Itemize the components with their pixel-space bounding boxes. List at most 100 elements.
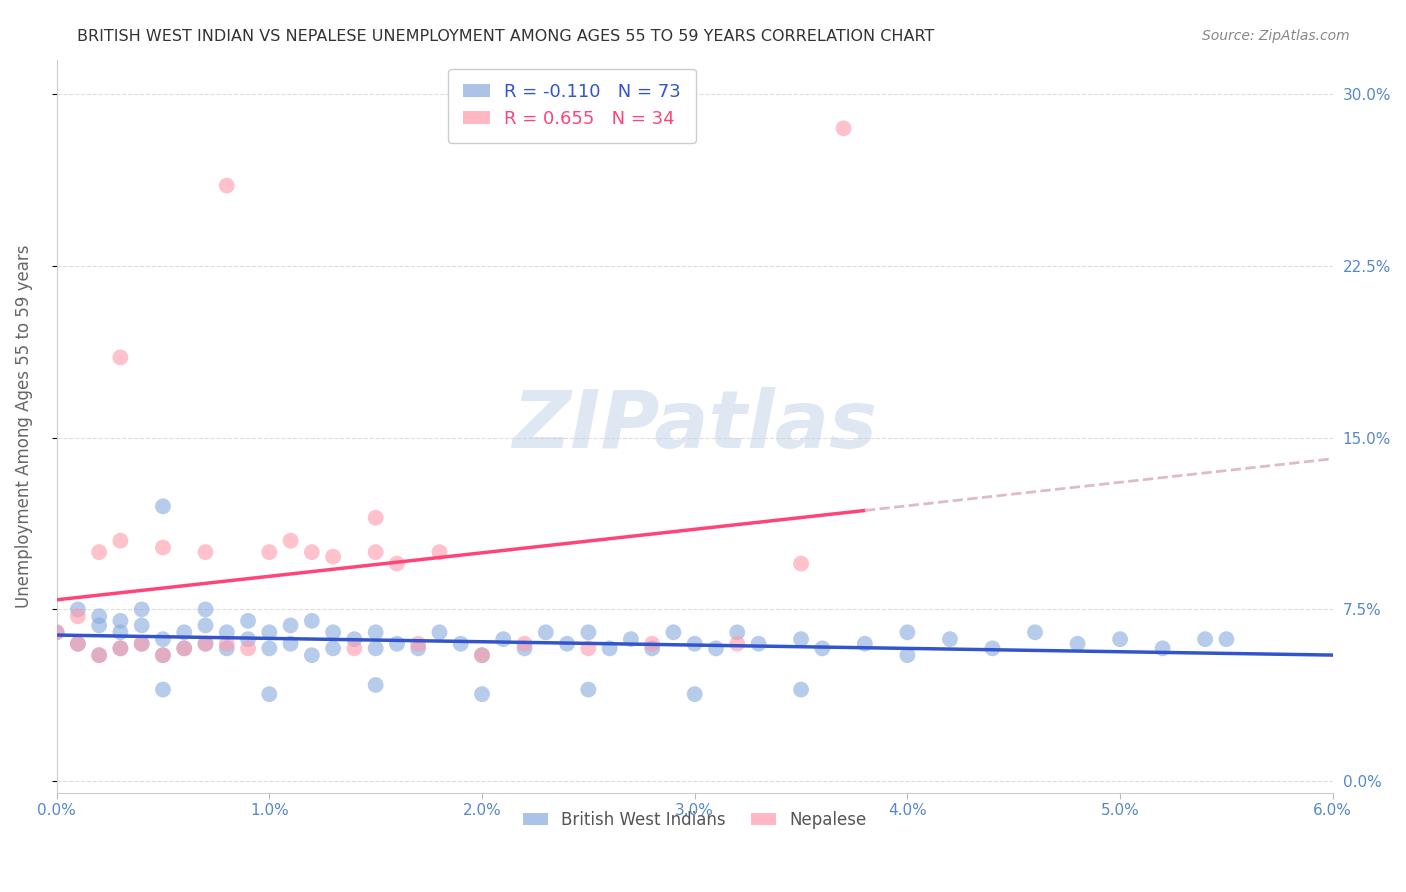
Point (131, 602, 153, 616)
Point (513, 637, 536, 651)
Point (194, 618, 217, 632)
Point (492, 632, 515, 647)
Point (194, 545, 217, 559)
Point (790, 682, 813, 697)
Point (811, 641, 834, 656)
Point (853, 637, 876, 651)
Point (1024, 625, 1046, 640)
Point (1215, 632, 1237, 647)
Point (513, 641, 536, 656)
Point (66, 609, 89, 624)
Point (173, 641, 195, 656)
Point (173, 625, 195, 640)
Point (471, 687, 494, 701)
Point (429, 545, 451, 559)
Point (236, 632, 259, 647)
Point (194, 602, 217, 616)
Point (131, 618, 153, 632)
Point (259, 625, 281, 640)
Point (534, 625, 557, 640)
Point (131, 637, 153, 651)
Point (152, 648, 174, 663)
Point (429, 625, 451, 640)
Point (939, 632, 962, 647)
Point (301, 545, 323, 559)
Point (364, 545, 387, 559)
Point (981, 641, 1004, 656)
Text: Source: ZipAtlas.com: Source: ZipAtlas.com (1202, 29, 1350, 43)
Point (152, 500, 174, 514)
Text: BRITISH WEST INDIAN VS NEPALESE UNEMPLOYMENT AMONG AGES 55 TO 59 YEARS CORRELATI: BRITISH WEST INDIAN VS NEPALESE UNEMPLOY… (77, 29, 935, 44)
Point (66, 637, 89, 651)
Point (832, 121, 855, 136)
Point (215, 637, 238, 651)
Point (45, 625, 67, 640)
Point (110, 614, 132, 628)
Point (152, 541, 174, 555)
Point (66, 637, 89, 651)
Point (576, 682, 599, 697)
Point (683, 637, 706, 651)
Point (471, 648, 494, 663)
Point (683, 687, 706, 701)
Point (725, 625, 748, 640)
Point (110, 641, 132, 656)
Point (343, 641, 366, 656)
Point (364, 641, 387, 656)
Point (236, 641, 259, 656)
Point (471, 648, 494, 663)
Point (280, 637, 302, 651)
Point (259, 545, 281, 559)
Point (790, 557, 813, 571)
Point (343, 632, 366, 647)
Point (322, 641, 344, 656)
Point (110, 641, 132, 656)
Point (89, 648, 111, 663)
Point (194, 637, 217, 651)
Point (236, 614, 259, 628)
Point (1152, 641, 1174, 656)
Point (385, 557, 408, 571)
Point (110, 625, 132, 640)
Point (322, 549, 344, 564)
Point (322, 625, 344, 640)
Point (576, 641, 599, 656)
Point (896, 648, 918, 663)
Point (641, 641, 664, 656)
Point (364, 510, 387, 524)
Point (576, 625, 599, 640)
Point (110, 351, 132, 365)
Point (406, 637, 429, 651)
Point (215, 178, 238, 193)
Point (406, 641, 429, 656)
Point (45, 625, 67, 640)
Point (152, 682, 174, 697)
Point (1194, 632, 1216, 647)
Point (131, 637, 153, 651)
Point (301, 648, 323, 663)
Y-axis label: Unemployment Among Ages 55 to 59 years: Unemployment Among Ages 55 to 59 years (15, 244, 32, 607)
Point (110, 533, 132, 548)
Point (385, 637, 408, 651)
Point (301, 614, 323, 628)
Point (173, 641, 195, 656)
Point (152, 632, 174, 647)
Point (215, 625, 238, 640)
Point (790, 632, 813, 647)
Point (280, 618, 302, 632)
Point (620, 632, 643, 647)
Point (747, 637, 769, 651)
Point (89, 618, 111, 632)
Point (364, 625, 387, 640)
Point (89, 648, 111, 663)
Point (194, 637, 217, 651)
Point (215, 641, 238, 656)
Point (1066, 637, 1088, 651)
Point (89, 609, 111, 624)
Text: ZIPatlas: ZIPatlas (512, 387, 877, 465)
Point (364, 678, 387, 692)
Point (450, 637, 472, 651)
Point (66, 602, 89, 616)
Point (1109, 632, 1132, 647)
Legend: British West Indians, Nepalese: British West Indians, Nepalese (516, 805, 873, 836)
